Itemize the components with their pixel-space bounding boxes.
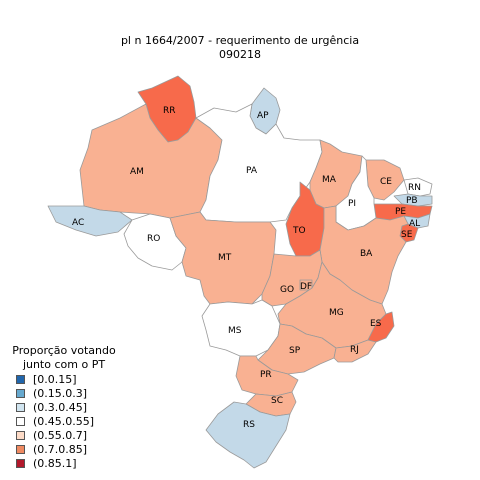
legend-swatch (16, 402, 25, 412)
state-label-RO: RO (147, 234, 160, 244)
state-label-AC: AC (72, 218, 84, 228)
legend-label: (0.15.0.3] (33, 386, 88, 400)
state-label-AM: AM (130, 167, 144, 177)
state-label-GO: GO (280, 285, 294, 295)
state-label-SE: SE (401, 230, 413, 240)
legend-swatch (16, 444, 25, 454)
map-title: pl n 1664/2007 - requerimento de urgênci… (120, 34, 360, 47)
state-label-AL: AL (409, 219, 420, 229)
state-label-BA: BA (360, 249, 373, 259)
state-label-MG: MG (329, 308, 344, 318)
legend-label: (0.55.0.7] (33, 428, 88, 442)
state-label-TO: TO (292, 226, 306, 236)
state-label-SC: SC (271, 396, 283, 406)
state-label-RR: RR (163, 106, 176, 116)
state-label-ES: ES (370, 319, 382, 329)
state-AC (47, 205, 133, 237)
legend: Proporção votando junto com o PT [0.0.15… (4, 344, 124, 470)
state-RO (123, 213, 187, 271)
legend-label: [0.0.15] (33, 372, 77, 386)
state-label-RS: RS (243, 420, 255, 430)
legend-item: [0.0.15] (16, 372, 124, 386)
legend-label: (0.85.1] (33, 456, 77, 470)
state-label-PR: PR (260, 370, 272, 380)
legend-item: (0.7.0.85] (16, 442, 124, 456)
legend-swatch (16, 430, 25, 440)
legend-item: (0.3.0.45] (16, 400, 124, 414)
legend-item: (0.45.0.55] (16, 414, 124, 428)
state-label-PI: PI (348, 199, 356, 209)
legend-item: (0.15.0.3] (16, 386, 124, 400)
state-RS (205, 401, 291, 469)
state-label-DF: DF (300, 282, 312, 292)
state-label-SP: SP (289, 346, 301, 356)
state-label-PA: PA (246, 166, 258, 176)
map-subtitle: 090218 (219, 48, 261, 61)
state-label-RJ: RJ (350, 345, 359, 355)
legend-item: (0.55.0.7] (16, 428, 124, 442)
legend-label: (0.3.0.45] (33, 400, 88, 414)
state-RJ (333, 339, 377, 363)
state-label-MS: MS (228, 326, 242, 336)
state-label-AP: AP (257, 111, 269, 121)
legend-swatch (16, 458, 25, 468)
state-label-MA: MA (322, 175, 337, 185)
legend-label: (0.7.0.85] (33, 442, 88, 456)
legend-swatch (16, 416, 25, 426)
legend-swatch (16, 388, 25, 398)
legend-title-line1: Proporção votando (12, 344, 116, 357)
state-label-RN: RN (408, 183, 421, 193)
state-label-CE: CE (380, 177, 392, 187)
state-label-MT: MT (218, 253, 232, 263)
state-label-PE: PE (395, 207, 406, 217)
legend-swatch (16, 374, 25, 384)
state-label-PB: PB (406, 196, 418, 206)
legend-title-line2: junto com o PT (22, 358, 106, 371)
legend-item: (0.85.1] (16, 456, 124, 470)
legend-label: (0.45.0.55] (33, 414, 95, 428)
state-PR (235, 355, 299, 397)
